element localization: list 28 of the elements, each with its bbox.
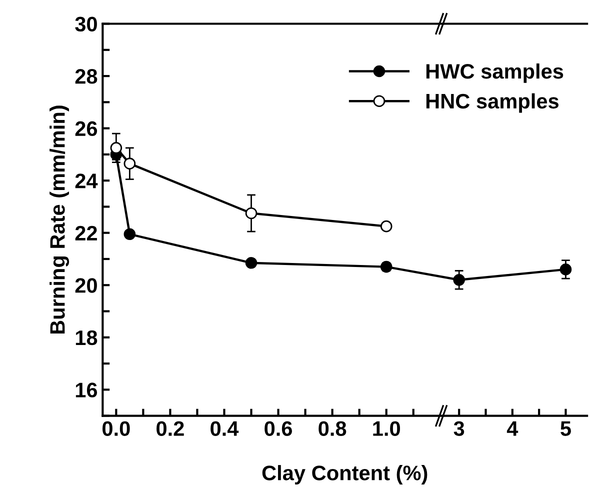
x-tick-label: 3: [454, 421, 464, 436]
x-tick-label: 1.0: [373, 421, 400, 436]
point: [110, 142, 122, 154]
x-tick-label: 4: [506, 421, 518, 436]
x-tick-label: 0.4: [210, 421, 239, 436]
point: [245, 257, 258, 269]
point: [245, 207, 258, 220]
point: [124, 228, 136, 240]
y-tick-label: 30: [75, 16, 97, 32]
legend-label: HWC samples: [426, 63, 564, 83]
y-tick-label: 26: [75, 121, 98, 136]
point: [124, 158, 136, 170]
y-tick-label: 22: [75, 226, 97, 240]
point: [380, 220, 392, 232]
x-tick-label: 0.8: [318, 421, 346, 436]
x-axis-title: Clay Content (%): [262, 465, 428, 484]
x-tick-label: 0.2: [156, 421, 184, 436]
y-tick-label: 16: [76, 382, 98, 398]
x-tick-label: 0.0: [102, 421, 130, 436]
legend-label: HNC samples: [426, 93, 558, 113]
x-tick-label: 5: [560, 421, 571, 436]
y-tick-label: 24: [75, 174, 98, 188]
point: [380, 260, 392, 273]
y-axis-title: Burning Rate (mm/min): [50, 106, 70, 334]
y-tick-label: 28: [75, 69, 98, 84]
y-tick-label: 20: [75, 278, 97, 293]
y-tick-label: 18: [76, 330, 98, 346]
x-tick-label: 0.6: [264, 421, 292, 436]
